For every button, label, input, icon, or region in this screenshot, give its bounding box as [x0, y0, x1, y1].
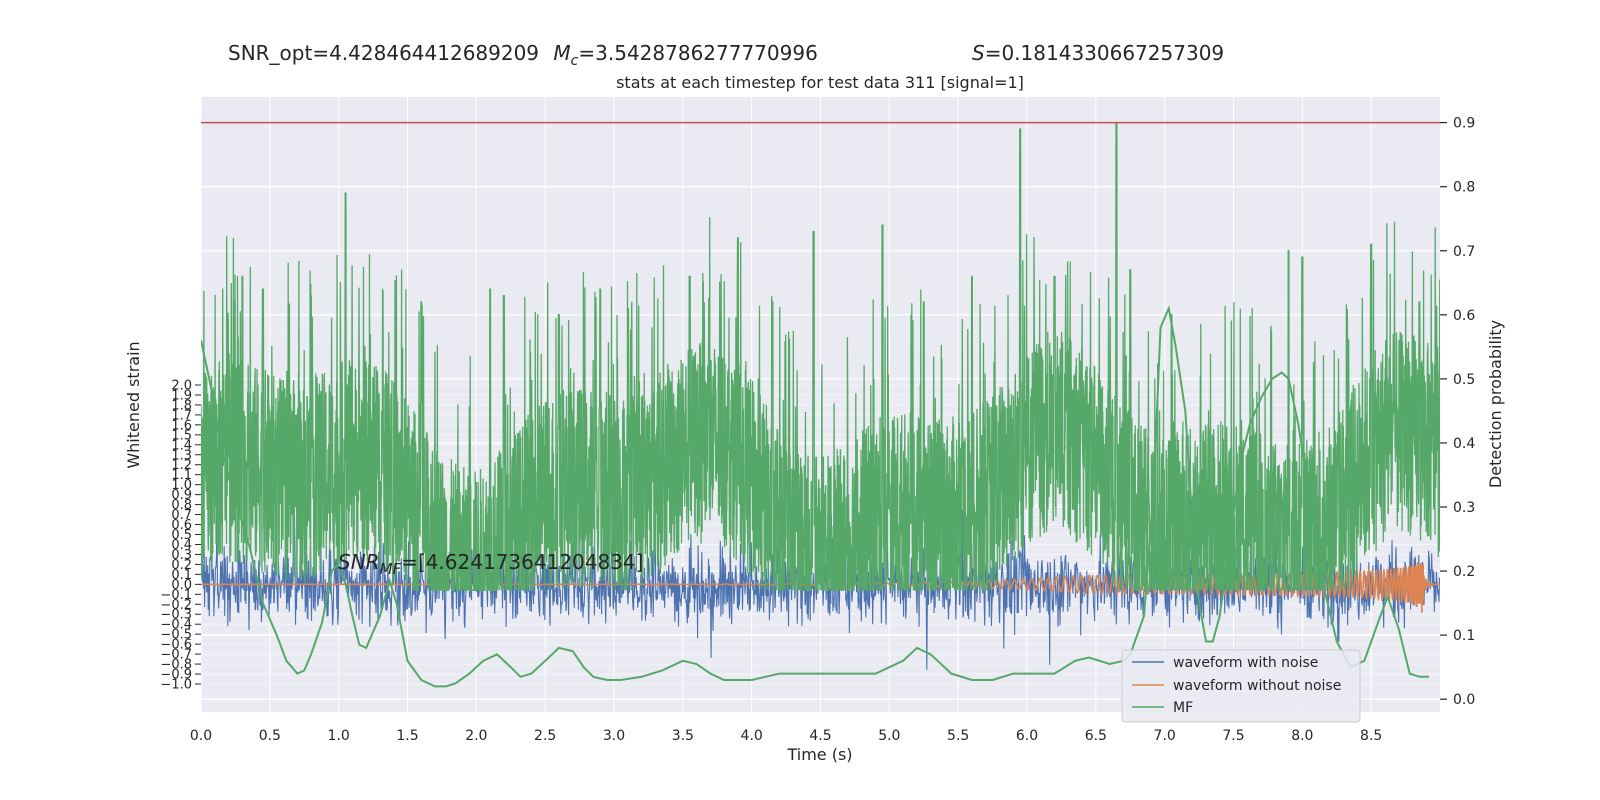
left-tick-label-25: −0.5 [160, 628, 192, 643]
plot-area [201, 121, 1440, 688]
suptitle: SNR_opt=4.428464412689209 Mc=3.542878627… [228, 41, 818, 69]
right-tick-label-9: 0.0 [1453, 692, 1475, 708]
suptitle-s-symbol: S [972, 41, 985, 65]
x-tick-label-14: 7.0 [1154, 728, 1176, 744]
right-tick-label-3: 0.6 [1453, 308, 1475, 324]
x-tick-label-15: 7.5 [1222, 728, 1244, 744]
x-axis-label: Time (s) [786, 745, 852, 764]
x-tick-label-10: 5.0 [878, 728, 900, 744]
left-tick-label-4: 1.6 [171, 418, 192, 433]
left-tick-label-7: 1.3 [171, 448, 192, 463]
x-tick-label-4: 2.0 [465, 728, 487, 744]
suptitle-mc-value: =3.5428786277770996 [578, 41, 817, 65]
suptitle-snr-opt: SNR_opt=4.428464412689209 [228, 41, 539, 65]
legend: waveform with noise waveform without noi… [1121, 649, 1361, 723]
left-tick-label-30: −1.0 [160, 678, 192, 693]
left-tick-label-26: −0.6 [160, 638, 192, 653]
left-tick-label-5: 1.5 [171, 428, 192, 443]
right-tick-label-1: 0.8 [1453, 180, 1475, 196]
left-tick-label-27: −0.7 [160, 648, 192, 663]
suptitle-mc-symbol: M [553, 41, 570, 65]
left-tick-label-22: −0.2 [160, 598, 192, 613]
left-tick-label-16: 0.4 [171, 538, 192, 553]
left-tick-label-8: 1.2 [171, 458, 192, 473]
legend-label-noise: waveform with noise [1173, 655, 1318, 671]
right-axis-label: Detection probability [1486, 320, 1505, 488]
x-tick-label-2: 1.0 [328, 728, 350, 744]
left-tick-label-10: 1.0 [171, 478, 192, 493]
right-axis-ticks: 0.9 0.8 0.7 0.6 0.5 0.4 0.3 0.2 0.1 0.0 [1440, 116, 1475, 708]
x-tick-label-11: 5.5 [947, 728, 969, 744]
x-axis-ticks: 0.0 0.5 1.0 1.5 2.0 2.5 3.0 3.5 4.0 4.5 5.0 5.5 6.0 6… [190, 728, 1382, 744]
left-tick-label-15: 0.5 [171, 528, 192, 543]
right-tick-label-4: 0.5 [1453, 372, 1475, 388]
x-tick-label-8: 4.0 [741, 728, 763, 744]
x-tick-label-6: 3.0 [603, 728, 625, 744]
left-tick-label-24: −0.4 [160, 618, 192, 633]
legend-label-mf: MF [1173, 700, 1193, 716]
left-tick-label-28: −0.8 [160, 658, 192, 673]
left-tick-label-6: 1.4 [171, 438, 192, 453]
x-tick-label-13: 6.5 [1085, 728, 1107, 744]
left-tick-label-21: −0.1 [160, 588, 192, 603]
x-tick-label-7: 3.5 [672, 728, 694, 744]
legend-frame [1121, 649, 1361, 723]
x-tick-label-16: 8.0 [1291, 728, 1313, 744]
snr-mf-sub: MF [380, 560, 402, 578]
legend-label-clean: waveform without noise [1173, 678, 1341, 694]
chart-title: stats at each timestep for test data 311… [616, 73, 1024, 92]
left-tick-label-19: 0.1 [171, 568, 192, 583]
right-tick-label-7: 0.2 [1453, 564, 1475, 580]
snr-mf-value: =[4.624173641204834] [401, 550, 643, 574]
right-tick-label-8: 0.1 [1453, 628, 1475, 644]
x-tick-label-3: 1.5 [396, 728, 418, 744]
left-axis-label: Whitened strain [124, 341, 143, 468]
left-tick-label-29: −0.9 [160, 668, 192, 683]
suptitle-mc-sub: c [571, 53, 579, 69]
left-tick-label-12: 0.8 [171, 498, 192, 513]
suptitle-s-value: =0.1814330667257309 [985, 41, 1224, 65]
x-tick-label-9: 4.5 [809, 728, 831, 744]
x-tick-label-1: 0.5 [259, 728, 281, 744]
x-tick-label-17: 8.5 [1360, 728, 1382, 744]
x-tick-label-0: 0.0 [190, 728, 212, 744]
left-tick-label-20: 0.0 [171, 578, 192, 593]
right-tick-label-5: 0.4 [1453, 436, 1475, 452]
left-tick-label-18: 0.2 [171, 558, 192, 573]
left-tick-label-23: −0.3 [160, 608, 192, 623]
suptitle-s: S=0.1814330667257309 [972, 41, 1224, 65]
left-tick-label-9: 1.1 [171, 468, 192, 483]
left-tick-label-1: 1.9 [171, 388, 192, 403]
left-tick-label-14: 0.6 [171, 518, 192, 533]
right-tick-label-6: 0.3 [1453, 500, 1475, 516]
x-tick-label-12: 6.0 [1016, 728, 1038, 744]
left-tick-label-0: 2.0 [171, 379, 192, 394]
left-tick-label-2: 1.8 [171, 398, 192, 413]
left-tick-label-3: 1.7 [171, 408, 192, 423]
left-axis-ticks: 2.01.91.81.71.61.51.41.31.21.11.00.90.80… [160, 379, 201, 693]
left-tick-label-11: 0.9 [171, 488, 192, 503]
snr-mf-prefix: SNR [338, 550, 380, 574]
snr-mf-annotation: SNRMF=[4.624173641204834] [338, 550, 643, 578]
x-tick-label-5: 2.5 [534, 728, 556, 744]
left-tick-label-17: 0.3 [171, 548, 192, 563]
right-tick-label-2: 0.7 [1453, 244, 1475, 260]
left-tick-label-13: 0.7 [171, 508, 192, 523]
series-detection-probability [201, 121, 1440, 591]
right-tick-label-0: 0.9 [1453, 116, 1475, 132]
